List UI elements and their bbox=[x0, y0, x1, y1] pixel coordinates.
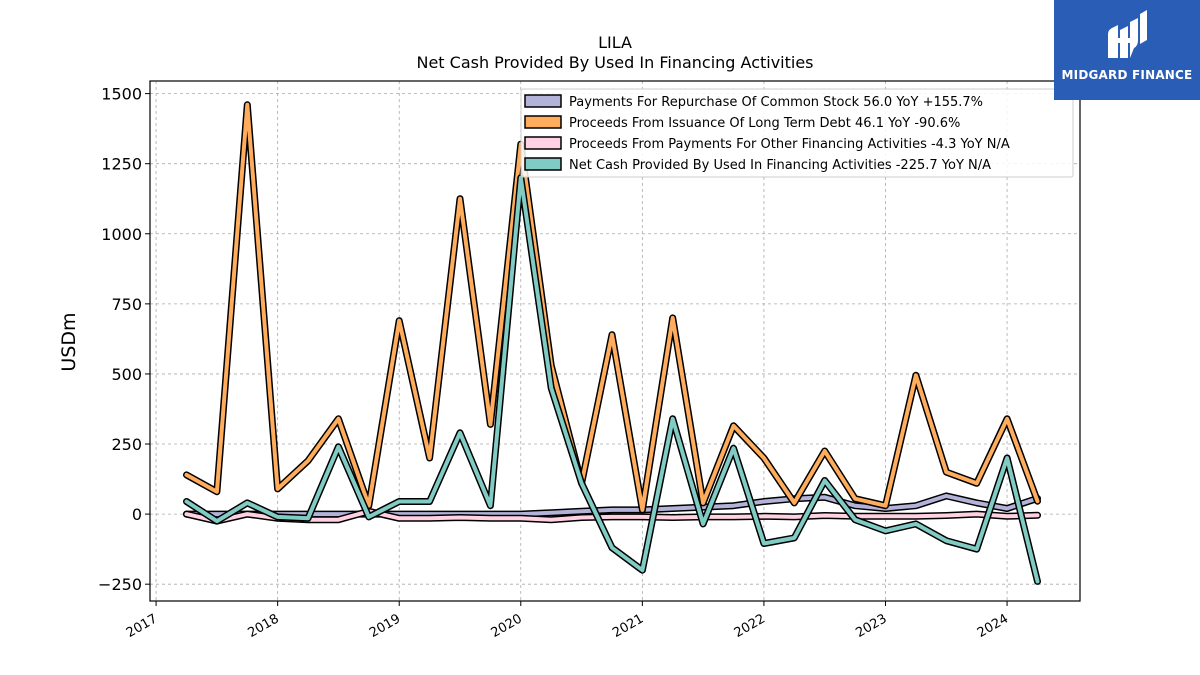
legend-swatch bbox=[524, 157, 562, 171]
x-tick-label: 2019 bbox=[367, 611, 403, 641]
y-tick-label: 250 bbox=[111, 435, 142, 454]
y-tick-label: 1250 bbox=[101, 155, 142, 174]
y-tick-label: 1000 bbox=[101, 225, 142, 244]
x-tick-label: 2023 bbox=[853, 611, 889, 641]
logo-text: MIDGARD FINANCE bbox=[1061, 68, 1193, 82]
legend-box bbox=[520, 88, 1074, 178]
legend: Payments For Repurchase Of Common Stock … bbox=[520, 88, 1074, 178]
legend-label: Proceeds From Issuance Of Long Term Debt… bbox=[569, 116, 960, 131]
series-lines bbox=[183, 101, 1041, 585]
series-line-3 bbox=[184, 509, 1040, 524]
series-line-4 bbox=[184, 175, 1040, 584]
legend-label: Proceeds From Payments For Other Financi… bbox=[569, 137, 1010, 152]
chart-subtitle: Net Cash Provided By Used In Financing A… bbox=[416, 53, 813, 72]
y-tick-label: 500 bbox=[111, 365, 142, 384]
x-tick-label: 2018 bbox=[245, 611, 281, 641]
x-tick-label: 2017 bbox=[124, 611, 160, 641]
legend-label: Payments For Repurchase Of Common Stock … bbox=[569, 95, 983, 110]
chart-title: LILA bbox=[598, 33, 632, 52]
series-line-2 bbox=[184, 102, 1040, 512]
y-axis-label: USDm bbox=[58, 312, 80, 371]
y-axis-ticks: −250 0 250 500 750 1000 1250 1500 bbox=[98, 85, 150, 594]
plot-frame bbox=[149, 80, 1081, 602]
legend-swatch bbox=[524, 115, 562, 129]
legend-swatch bbox=[524, 136, 562, 150]
x-axis-ticks: 2017 2018 2019 2020 2021 2022 2023 2024 bbox=[124, 601, 1011, 641]
logo-mark-icon bbox=[1108, 10, 1147, 58]
x-tick-label: 2022 bbox=[732, 611, 768, 641]
legend-label: Net Cash Provided By Used In Financing A… bbox=[569, 158, 991, 173]
series-line-1 bbox=[184, 493, 1040, 517]
midgard-finance-logo: MIDGARD FINANCE bbox=[1054, 0, 1200, 100]
x-tick-label: 2021 bbox=[610, 611, 646, 641]
y-tick-label: 750 bbox=[111, 295, 142, 314]
y-tick-label: −250 bbox=[98, 575, 142, 594]
y-tick-label: 0 bbox=[132, 505, 142, 524]
legend-swatch bbox=[524, 94, 562, 108]
x-tick-label: 2024 bbox=[975, 611, 1011, 641]
y-tick-label: 1500 bbox=[101, 85, 142, 104]
x-tick-label: 2020 bbox=[489, 611, 525, 641]
